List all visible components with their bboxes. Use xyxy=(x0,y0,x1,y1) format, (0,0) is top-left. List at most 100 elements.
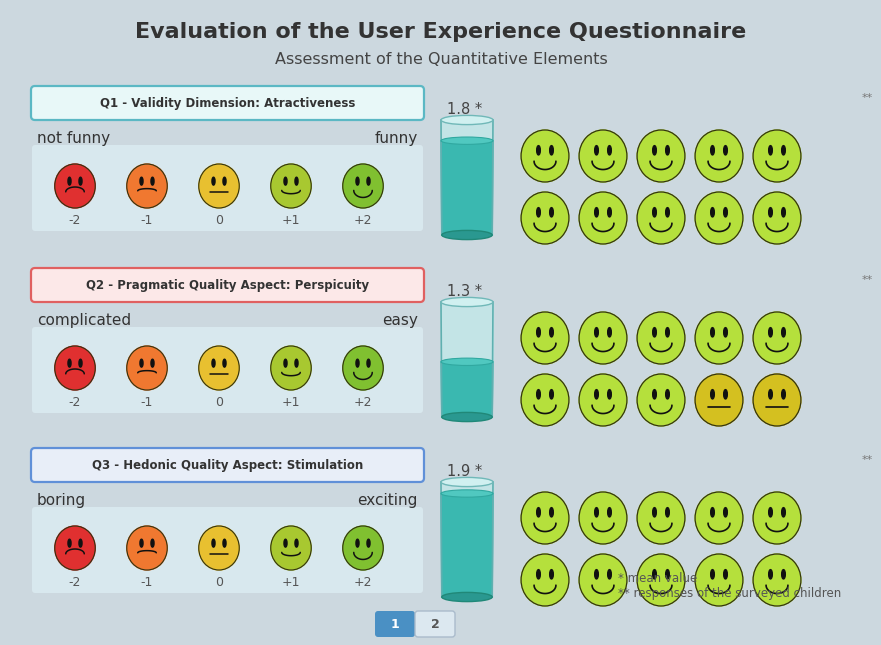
Ellipse shape xyxy=(537,208,540,217)
Ellipse shape xyxy=(199,164,240,208)
Text: complicated: complicated xyxy=(37,312,131,328)
Text: Assessment of the Quantitative Elements: Assessment of the Quantitative Elements xyxy=(275,52,607,68)
Ellipse shape xyxy=(521,492,569,544)
Polygon shape xyxy=(441,493,493,597)
Ellipse shape xyxy=(295,359,298,367)
Text: **: ** xyxy=(862,455,873,465)
Ellipse shape xyxy=(550,208,553,217)
Text: -2: -2 xyxy=(69,395,81,408)
Ellipse shape xyxy=(68,177,71,185)
Ellipse shape xyxy=(595,508,598,517)
Ellipse shape xyxy=(666,570,670,579)
Ellipse shape xyxy=(608,328,611,337)
Ellipse shape xyxy=(537,146,540,155)
Text: Evaluation of the User Experience Questionnaire: Evaluation of the User Experience Questi… xyxy=(136,22,746,42)
Ellipse shape xyxy=(695,374,743,426)
FancyBboxPatch shape xyxy=(375,611,415,637)
Ellipse shape xyxy=(79,177,82,185)
Ellipse shape xyxy=(367,359,370,367)
FancyBboxPatch shape xyxy=(415,611,455,637)
Ellipse shape xyxy=(666,146,670,155)
Ellipse shape xyxy=(637,492,685,544)
Ellipse shape xyxy=(550,570,553,579)
FancyBboxPatch shape xyxy=(32,145,423,231)
Ellipse shape xyxy=(68,539,71,547)
Ellipse shape xyxy=(608,570,611,579)
Ellipse shape xyxy=(781,390,785,399)
Ellipse shape xyxy=(723,328,728,337)
Ellipse shape xyxy=(653,508,656,517)
Ellipse shape xyxy=(769,328,773,337)
Text: +2: +2 xyxy=(354,575,373,588)
Ellipse shape xyxy=(579,374,627,426)
Ellipse shape xyxy=(637,312,685,364)
Ellipse shape xyxy=(666,208,670,217)
Ellipse shape xyxy=(579,492,627,544)
Ellipse shape xyxy=(695,312,743,364)
Ellipse shape xyxy=(521,312,569,364)
Text: -2: -2 xyxy=(69,213,81,226)
Ellipse shape xyxy=(723,146,728,155)
Ellipse shape xyxy=(608,146,611,155)
Ellipse shape xyxy=(441,592,492,602)
Ellipse shape xyxy=(653,146,656,155)
Ellipse shape xyxy=(711,508,714,517)
Ellipse shape xyxy=(595,328,598,337)
Ellipse shape xyxy=(781,328,785,337)
Ellipse shape xyxy=(653,208,656,217)
Ellipse shape xyxy=(537,390,540,399)
Ellipse shape xyxy=(199,346,240,390)
Ellipse shape xyxy=(666,328,670,337)
Ellipse shape xyxy=(550,508,553,517)
Ellipse shape xyxy=(55,526,95,570)
Ellipse shape xyxy=(769,508,773,517)
Ellipse shape xyxy=(223,359,226,367)
Ellipse shape xyxy=(637,192,685,244)
Text: 1: 1 xyxy=(390,617,399,631)
Ellipse shape xyxy=(199,526,240,570)
Text: **: ** xyxy=(862,275,873,285)
Ellipse shape xyxy=(537,328,540,337)
Text: +2: +2 xyxy=(354,213,373,226)
Ellipse shape xyxy=(753,374,801,426)
Ellipse shape xyxy=(343,164,383,208)
Ellipse shape xyxy=(521,192,569,244)
Ellipse shape xyxy=(723,508,728,517)
Ellipse shape xyxy=(55,346,95,390)
Ellipse shape xyxy=(441,230,492,239)
Ellipse shape xyxy=(521,130,569,182)
Ellipse shape xyxy=(441,115,493,124)
Ellipse shape xyxy=(284,359,287,367)
Text: easy: easy xyxy=(382,312,418,328)
Ellipse shape xyxy=(753,312,801,364)
Ellipse shape xyxy=(595,146,598,155)
FancyBboxPatch shape xyxy=(31,448,424,482)
Text: ** responses of the surveyed children: ** responses of the surveyed children xyxy=(618,588,841,600)
Ellipse shape xyxy=(753,492,801,544)
Ellipse shape xyxy=(781,508,785,517)
Text: -1: -1 xyxy=(141,575,153,588)
Text: 1.8 *: 1.8 * xyxy=(448,103,483,117)
Text: not funny: not funny xyxy=(37,130,110,146)
Ellipse shape xyxy=(151,359,154,367)
Ellipse shape xyxy=(666,390,670,399)
Ellipse shape xyxy=(550,390,553,399)
Ellipse shape xyxy=(550,146,553,155)
Text: 0: 0 xyxy=(215,575,223,588)
Ellipse shape xyxy=(295,539,298,547)
Ellipse shape xyxy=(343,346,383,390)
Ellipse shape xyxy=(367,539,370,547)
Ellipse shape xyxy=(521,554,569,606)
Ellipse shape xyxy=(356,177,359,185)
Text: 1.9 *: 1.9 * xyxy=(448,464,483,479)
Polygon shape xyxy=(441,302,493,362)
Ellipse shape xyxy=(356,539,359,547)
Text: funny: funny xyxy=(374,130,418,146)
FancyBboxPatch shape xyxy=(31,268,424,302)
Text: boring: boring xyxy=(37,493,86,508)
Ellipse shape xyxy=(695,492,743,544)
Ellipse shape xyxy=(140,359,143,367)
Text: 2: 2 xyxy=(431,617,440,631)
Ellipse shape xyxy=(284,539,287,547)
Ellipse shape xyxy=(753,554,801,606)
